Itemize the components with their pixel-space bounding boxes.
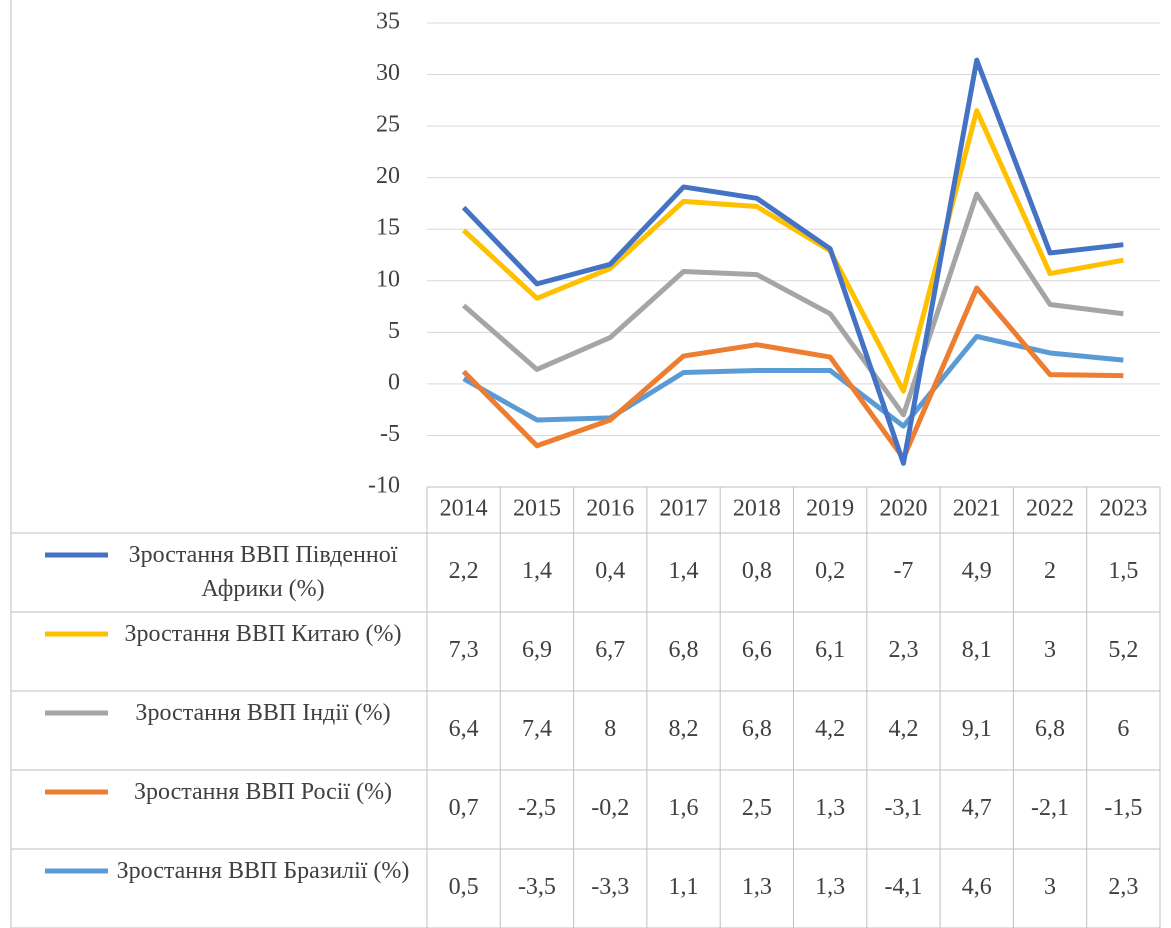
table-value: 2,3 bbox=[888, 637, 918, 663]
table-value: 4,6 bbox=[962, 874, 992, 900]
table-value: 4,2 bbox=[815, 716, 845, 742]
y-tick-label: -10 bbox=[368, 473, 400, 499]
table-value: -4,1 bbox=[884, 874, 922, 900]
table-value: 6,7 bbox=[595, 637, 625, 663]
table-value: 6,6 bbox=[742, 637, 772, 663]
x-tick-label: 2014 bbox=[440, 496, 488, 522]
table-value: 8,2 bbox=[669, 716, 699, 742]
series-line bbox=[461, 108, 1124, 394]
table-value: 4,9 bbox=[962, 558, 992, 584]
table-value: 2 bbox=[1044, 558, 1056, 584]
table-value: 5,2 bbox=[1108, 637, 1138, 663]
x-tick-label: 2023 bbox=[1099, 496, 1147, 522]
table-value: 1,3 bbox=[742, 874, 772, 900]
y-tick-label: 20 bbox=[376, 163, 400, 189]
table-value: 0,7 bbox=[449, 795, 479, 821]
table-value: 1,4 bbox=[669, 558, 699, 584]
table-value: 6,8 bbox=[742, 716, 772, 742]
table-value: -3,5 bbox=[518, 874, 556, 900]
x-tick-label: 2015 bbox=[513, 496, 561, 522]
series-line bbox=[462, 333, 1124, 429]
table-value: 6,1 bbox=[815, 637, 845, 663]
x-tick-label: 2019 bbox=[806, 496, 854, 522]
table-value: 1,5 bbox=[1108, 558, 1138, 584]
table-value: 9,1 bbox=[962, 716, 992, 742]
legend-label: Зростання ВВП Південної Африки (%) bbox=[128, 542, 398, 602]
x-tick-label: 2020 bbox=[879, 496, 927, 522]
x-tick-label: 2021 bbox=[953, 496, 1001, 522]
table-value: -3,1 bbox=[884, 795, 922, 821]
x-tick-label: 2016 bbox=[586, 496, 634, 522]
table-value: 1,3 bbox=[815, 874, 845, 900]
table-value: 0,5 bbox=[449, 874, 479, 900]
y-tick-label: 0 bbox=[388, 369, 400, 395]
table-value: 8,1 bbox=[962, 637, 992, 663]
y-tick-label: 30 bbox=[376, 60, 400, 86]
y-tick-label: 5 bbox=[388, 318, 400, 344]
table-value: 7,4 bbox=[522, 716, 552, 742]
legend-label: Зростання ВВП Індії (%) bbox=[135, 700, 391, 726]
series-line bbox=[462, 191, 1124, 418]
x-tick-label: 2022 bbox=[1026, 496, 1074, 522]
table-value: 0,4 bbox=[595, 558, 625, 584]
table-value: 6,8 bbox=[1035, 716, 1065, 742]
table-value: 7,3 bbox=[449, 637, 479, 663]
table-value: 6,4 bbox=[449, 716, 479, 742]
legend-label: Зростання ВВП Росії (%) bbox=[133, 779, 393, 805]
table-value: 4,7 bbox=[962, 795, 992, 821]
table-value: -0,2 bbox=[591, 795, 629, 821]
series-line bbox=[461, 57, 1124, 466]
table-value: 8 bbox=[604, 716, 616, 742]
table-value: 0,2 bbox=[815, 558, 845, 584]
table-value: -2,1 bbox=[1031, 795, 1069, 821]
x-tick-label: 2017 bbox=[660, 496, 708, 522]
table-value: 6 bbox=[1117, 716, 1129, 742]
table-value: -3,3 bbox=[591, 874, 629, 900]
table-value: -7 bbox=[893, 558, 913, 584]
y-tick-label: 15 bbox=[376, 215, 400, 241]
table-value: 1,1 bbox=[669, 874, 699, 900]
table-value: 0,8 bbox=[742, 558, 772, 584]
series-line bbox=[461, 285, 1124, 461]
y-tick-label: 25 bbox=[376, 112, 400, 138]
y-tick-label: 35 bbox=[376, 9, 400, 35]
table-value: 1,3 bbox=[815, 795, 845, 821]
table-value: 2,3 bbox=[1108, 874, 1138, 900]
y-tick-label: -5 bbox=[380, 421, 400, 447]
table-value: -2,5 bbox=[518, 795, 556, 821]
legend-label: Зростання ВВП Китаю (%) bbox=[124, 621, 402, 647]
legend-label: Зростання ВВП Бразилії (%) bbox=[116, 858, 410, 884]
x-tick-label: 2018 bbox=[733, 496, 781, 522]
table-value: 6,8 bbox=[669, 637, 699, 663]
table-value: 2,2 bbox=[449, 558, 479, 584]
table-value: 1,6 bbox=[669, 795, 699, 821]
y-tick-label: 10 bbox=[376, 266, 400, 292]
table-value: 4,2 bbox=[888, 716, 918, 742]
table-value: 1,4 bbox=[522, 558, 552, 584]
table-value: 2,5 bbox=[742, 795, 772, 821]
table-value: 3 bbox=[1044, 637, 1056, 663]
table-value: 6,9 bbox=[522, 637, 552, 663]
table-value: 3 bbox=[1044, 874, 1056, 900]
table-value: -1,5 bbox=[1104, 795, 1142, 821]
